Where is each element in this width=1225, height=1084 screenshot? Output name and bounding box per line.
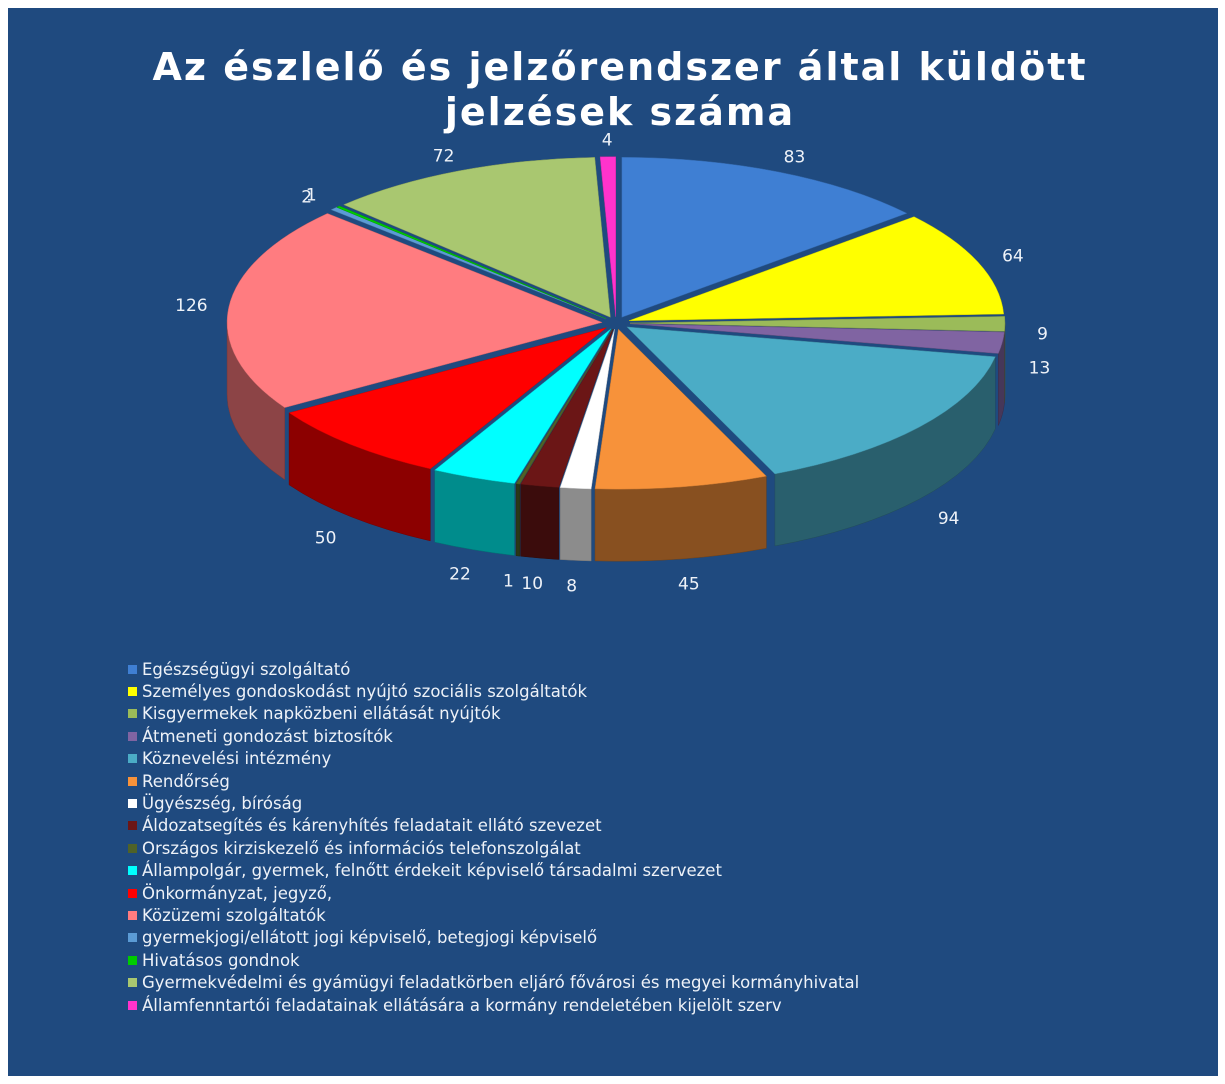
legend-item: Átmeneti gondozást biztosítók <box>128 725 859 747</box>
legend-swatch <box>128 955 137 965</box>
legend-swatch <box>128 821 137 831</box>
legend-swatch <box>128 664 137 674</box>
legend-swatch <box>128 866 137 876</box>
chart-area: Az észlelő és jelzőrendszer által küldöt… <box>8 8 1218 1076</box>
legend-label: Egészségügyi szolgáltató <box>142 659 351 679</box>
legend-label: Személyes gondoskodást nyújtó szociális … <box>142 682 588 702</box>
slice <box>628 216 1004 321</box>
chart-title: Az észlelő és jelzőrendszer által küldöt… <box>152 45 1087 89</box>
legend-item: Rendőrség <box>128 770 859 792</box>
legend-swatch <box>128 799 137 809</box>
data-label: 4 <box>602 131 613 151</box>
legend-label: Köznevelési intézmény <box>142 749 332 769</box>
legend-item: gyermekjogi/ellátott jogi képviselő, bet… <box>128 927 859 949</box>
data-label: 9 <box>1037 325 1048 345</box>
data-label: 2 <box>301 187 312 207</box>
slice <box>559 329 615 490</box>
legend-label: Kisgyermekek napközbeni ellátását nyújtó… <box>142 704 501 724</box>
legend-item: Áldozatsegítés és kárenyhítés feladatait… <box>128 815 859 837</box>
legend-swatch <box>128 709 137 719</box>
legend-item: Hivatásos gondnok <box>128 949 859 971</box>
data-label: 1 <box>306 185 317 205</box>
legend-swatch <box>128 754 137 764</box>
data-label: 10 <box>521 574 543 594</box>
legend-label: Rendőrség <box>142 771 230 791</box>
legend-swatch <box>128 933 137 943</box>
legend-swatch <box>128 978 137 988</box>
chart: Az észlelő és jelzőrendszer által küldöt… <box>152 45 1087 596</box>
slice-side <box>520 483 560 560</box>
legend-item: Ügyészség, bíróság <box>128 792 859 814</box>
legend-label: Hivatásos gondnok <box>142 950 300 970</box>
legend-label: Közüzemi szolgáltatók <box>142 905 326 925</box>
legend-swatch <box>128 843 137 853</box>
legend-label: Áldozatsegítés és kárenyhítés feladatait… <box>142 816 602 836</box>
data-label: 64 <box>1002 246 1024 266</box>
data-label: 45 <box>678 575 700 595</box>
slice <box>336 205 607 319</box>
data-label: 94 <box>938 509 960 529</box>
legend: Egészségügyi szolgáltató Személyes gondos… <box>128 658 859 1016</box>
legend-label: Országos kirziskezelő és információs tel… <box>142 838 581 858</box>
legend-item: Államfenntartói feladatainak ellátására … <box>128 994 859 1016</box>
legend-item: Köznevelési intézmény <box>128 748 859 770</box>
data-label: 8 <box>566 576 577 596</box>
legend-swatch <box>128 731 137 741</box>
legend-item: Egészségügyi szolgáltató <box>128 658 859 680</box>
data-label: 50 <box>315 529 337 549</box>
slice <box>629 323 1005 354</box>
legend-item: Állampolgár, gyermek, felnőtt érdekeit k… <box>128 860 859 882</box>
legend-label: Átmeneti gondozást biztosítók <box>142 726 393 746</box>
data-label: 83 <box>784 147 806 167</box>
slice <box>621 157 908 318</box>
data-label: 13 <box>1029 359 1051 379</box>
legend-swatch <box>128 1000 137 1010</box>
data-label: 126 <box>175 296 207 316</box>
legend-swatch <box>128 776 137 786</box>
legend-item: Gyermekvédelmi és gyámügyi feladatkörben… <box>128 971 859 993</box>
slice <box>520 329 614 488</box>
slice <box>288 327 607 470</box>
legend-label: Önkormányzat, jegyző, <box>142 883 333 903</box>
data-label: 22 <box>449 565 471 585</box>
slice <box>434 328 612 484</box>
legend-label: Államfenntartói feladatainak ellátására … <box>142 995 782 1015</box>
legend-label: Gyermekvédelmi és gyámügyi feladatkörben… <box>142 973 860 993</box>
slice <box>626 326 996 475</box>
slice-sides <box>226 322 1006 562</box>
legend-swatch <box>128 888 137 898</box>
slice-side <box>434 469 515 556</box>
legend-label: gyermekjogi/ellátott jogi képviselő, bet… <box>142 928 598 948</box>
slice <box>629 316 1006 332</box>
legend-item: Önkormányzat, jegyző, <box>128 882 859 904</box>
slice <box>594 328 767 490</box>
data-label: 72 <box>433 146 455 166</box>
slice-tops <box>226 156 1006 490</box>
slice <box>599 156 616 317</box>
legend-swatch <box>128 910 137 920</box>
legend-swatch <box>128 687 137 697</box>
legend-label: Ügyészség, bíróság <box>142 794 303 814</box>
slice <box>343 157 611 318</box>
slice <box>515 328 613 485</box>
slice-side <box>559 487 592 562</box>
legend-item: Országos kirziskezelő és információs tel… <box>128 837 859 859</box>
chart-title: jelzések száma <box>443 90 795 134</box>
legend-item: Személyes gondoskodást nyújtó szociális … <box>128 680 859 702</box>
slice-side <box>515 483 521 557</box>
legend-item: Kisgyermekek napközbeni ellátását nyújtó… <box>128 703 859 725</box>
data-label: 1 <box>503 571 514 591</box>
slice <box>226 213 603 408</box>
legend-label: Állampolgár, gyermek, felnőtt érdekeit k… <box>142 861 722 881</box>
legend-item: Közüzemi szolgáltatók <box>128 904 859 926</box>
